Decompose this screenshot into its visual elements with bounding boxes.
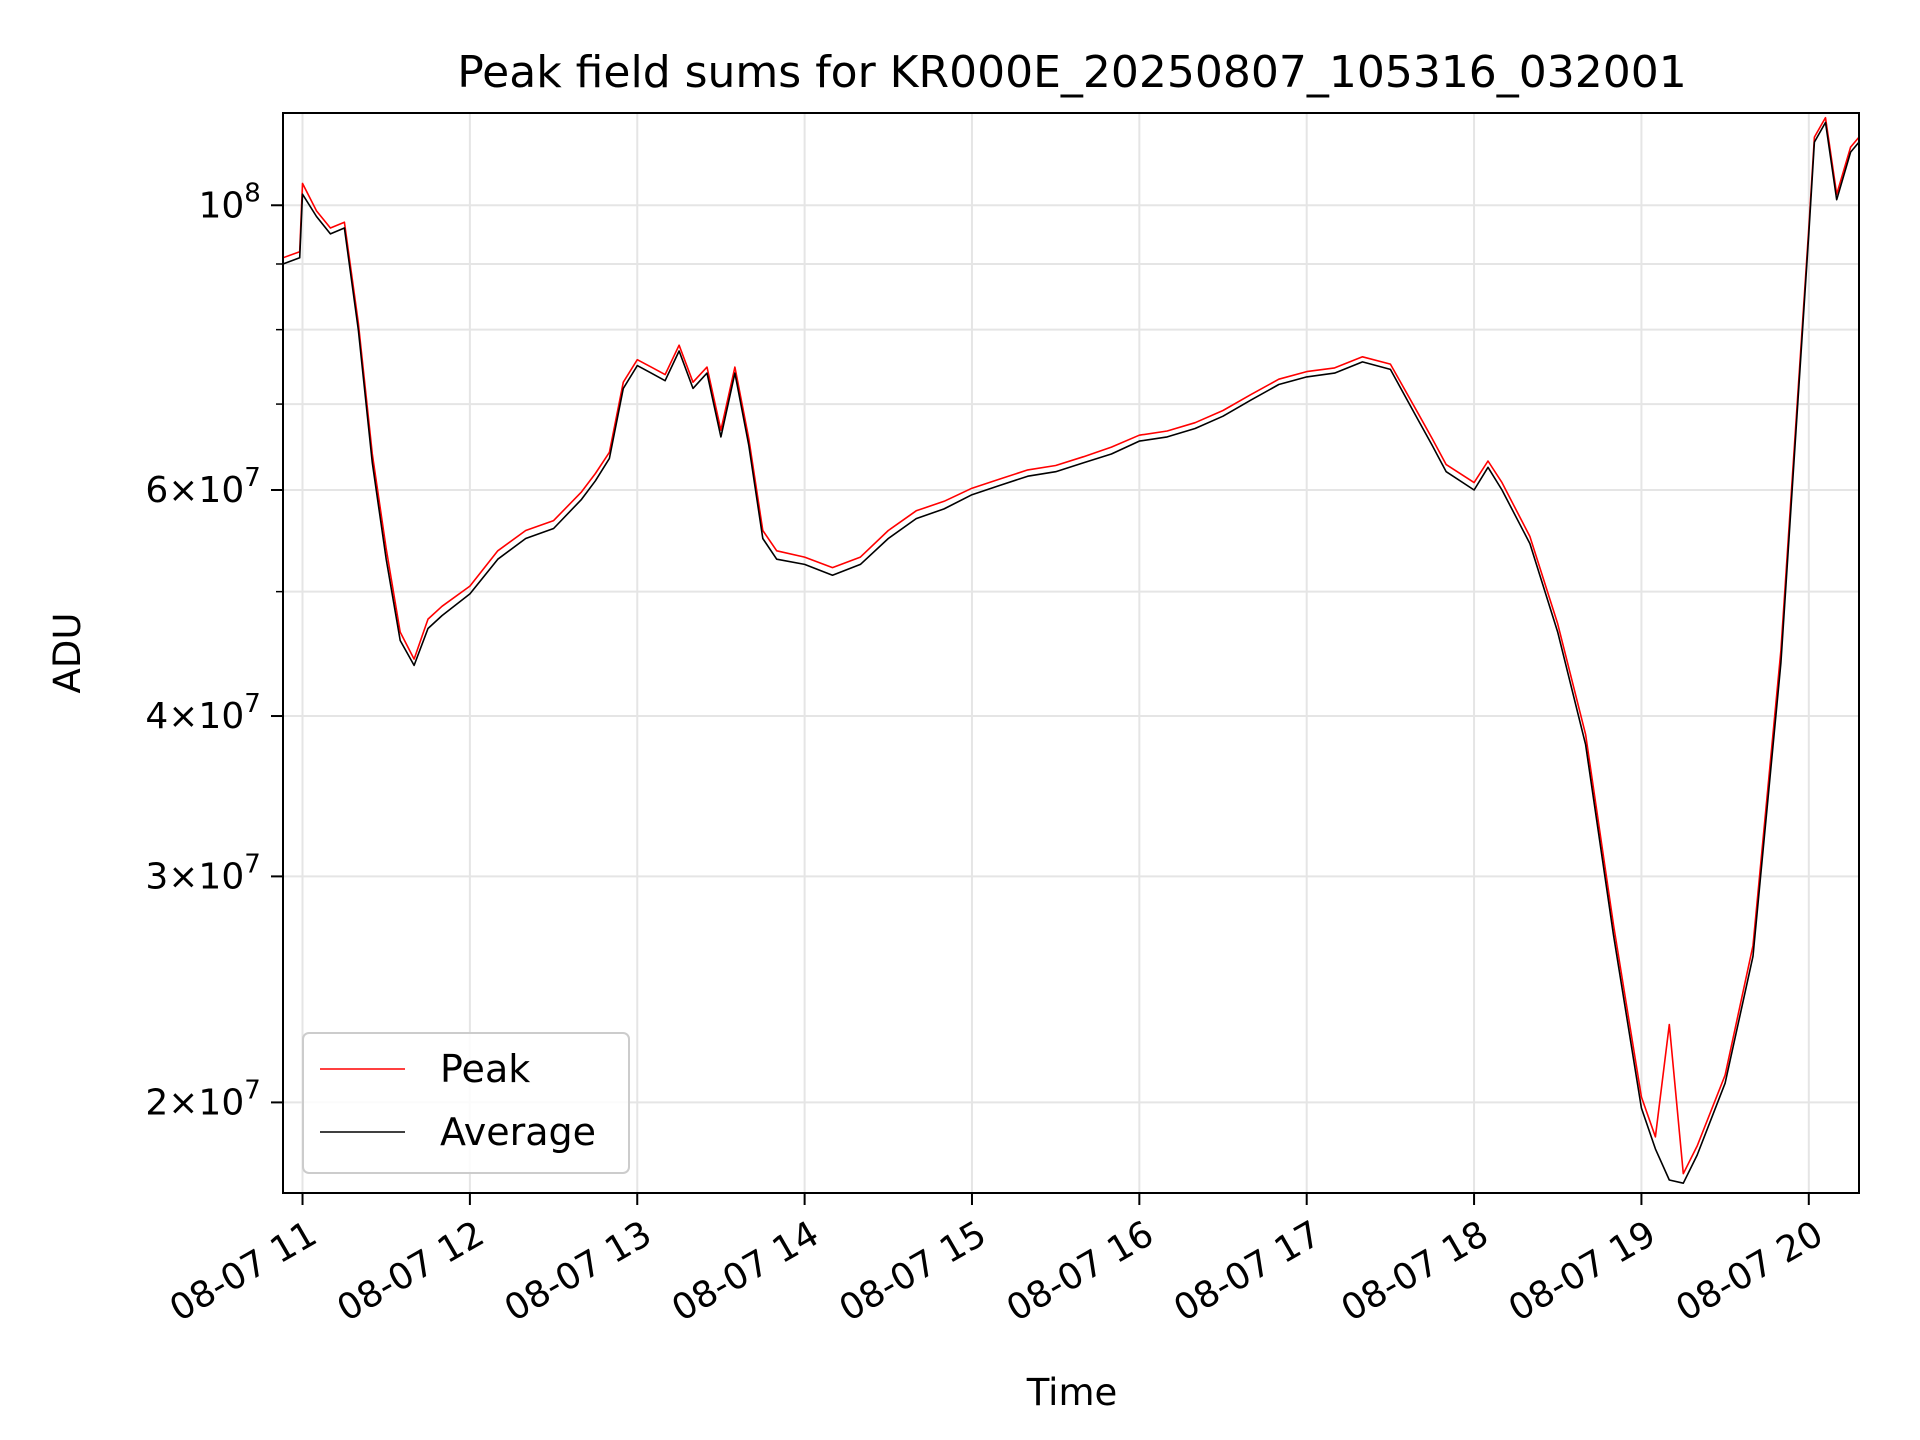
plot-frame [282, 112, 1860, 1194]
svg-text:2×107: 2×107 [145, 1075, 261, 1123]
y-tick-exponent: 7 [244, 463, 261, 493]
svg-text:108: 108 [198, 178, 261, 226]
y-tick-base: 10 [198, 185, 244, 226]
y-tick-base: 6×10 [145, 470, 244, 511]
y-tick-base: 3×10 [145, 856, 244, 897]
series-line-peak [283, 116, 1859, 1175]
series-lines [283, 116, 1859, 1184]
y-tick-base: 2×10 [145, 1082, 244, 1123]
y-tick-label: 4×107 [145, 689, 261, 737]
grid [283, 113, 1859, 1193]
y-tick-base: 4×10 [145, 696, 244, 737]
y-tick-exponent: 7 [244, 1075, 261, 1105]
y-tick-exponent: 8 [244, 178, 261, 208]
x-axis-title: Time [1026, 1371, 1118, 1414]
y-axis-title: ADU [46, 613, 89, 694]
legend-label-peak: Peak [440, 1047, 530, 1091]
chart-title: Peak field sums for KR000E_20250807_1053… [457, 47, 1687, 98]
legend-label-average: Average [440, 1110, 596, 1154]
svg-text:3×107: 3×107 [145, 849, 261, 897]
y-tick-exponent: 7 [244, 849, 261, 879]
legend: Peak Average [302, 1032, 630, 1174]
y-tick-label: 2×107 [145, 1075, 261, 1123]
svg-text:4×107: 4×107 [145, 689, 261, 737]
y-axis-ticks: 2×107 3×107 4×107 6×107 108 [145, 178, 283, 1123]
y-tick-label: 6×107 [145, 463, 261, 511]
y-tick-label: 3×107 [145, 849, 261, 897]
legend-box [302, 1032, 630, 1174]
y-tick-label: 108 [198, 178, 261, 226]
svg-text:6×107: 6×107 [145, 463, 261, 511]
y-tick-exponent: 7 [244, 689, 261, 719]
series-line-average [283, 121, 1859, 1184]
